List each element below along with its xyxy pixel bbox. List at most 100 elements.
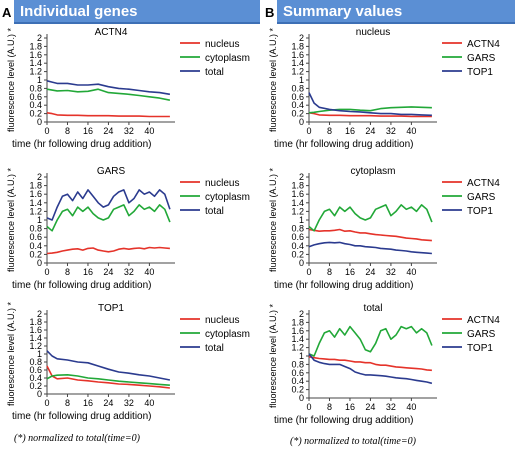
series-line-gars bbox=[308, 106, 432, 114]
y-tick-label: 2 bbox=[299, 172, 304, 182]
x-tick-label: 0 bbox=[44, 267, 49, 277]
y-tick-label: 2 bbox=[299, 309, 304, 319]
y-tick-label: 1 bbox=[299, 75, 304, 85]
series-line-actn4 bbox=[308, 356, 432, 372]
x-tick-label: 40 bbox=[144, 126, 154, 136]
x-tick-label: 32 bbox=[124, 267, 134, 277]
x-tick-label: 32 bbox=[124, 398, 134, 408]
x-tick-label: 24 bbox=[103, 126, 113, 136]
y-tick-label: 0.6 bbox=[29, 92, 42, 102]
legend-label: ACTN4 bbox=[467, 178, 500, 189]
series-line-actn4 bbox=[308, 228, 432, 242]
legend-label: TOP1 bbox=[467, 206, 493, 217]
y-tick-label: 0.2 bbox=[29, 381, 42, 391]
legend-label: GARS bbox=[467, 192, 496, 203]
x-axis-label: time (hr following drug addition) bbox=[12, 411, 152, 422]
x-tick-label: 24 bbox=[365, 402, 375, 412]
legend-label: total bbox=[205, 67, 224, 78]
y-tick-label: 1.6 bbox=[291, 326, 304, 336]
x-tick-label: 32 bbox=[386, 402, 396, 412]
y-tick-label: 0.4 bbox=[291, 376, 304, 386]
series-line-cytoplasm bbox=[46, 88, 171, 101]
y-tick-label: 0.8 bbox=[291, 359, 304, 369]
y-tick-label: 0.8 bbox=[29, 224, 42, 234]
x-tick-label: 16 bbox=[345, 267, 355, 277]
x-axis-label: time (hr following drug addition) bbox=[274, 415, 414, 426]
series-line-cytoplasm bbox=[46, 204, 171, 232]
series-line-nucleus bbox=[46, 365, 170, 389]
footnote-left: (*) normalized to total(time=0) bbox=[14, 433, 140, 444]
panel-b-header: Summary values bbox=[277, 0, 515, 24]
y-tick-label: 0.2 bbox=[29, 249, 42, 259]
chart-gars: GARS 00.20.40.60.811.21.41.61.82 0 8 16 24 32 4… bbox=[6, 166, 250, 291]
x-tick-label: 32 bbox=[386, 267, 396, 277]
x-tick-label: 24 bbox=[103, 267, 113, 277]
y-tick-label: 0.2 bbox=[291, 249, 304, 259]
y-tick-label: 1.8 bbox=[291, 181, 304, 191]
y-tick-label: 0.8 bbox=[29, 357, 42, 367]
series-line-total bbox=[46, 189, 171, 221]
y-tick-label: 0.6 bbox=[29, 232, 42, 242]
y-tick-label: 1 bbox=[299, 215, 304, 225]
x-tick-label: 40 bbox=[144, 267, 154, 277]
x-tick-label: 16 bbox=[83, 398, 93, 408]
y-tick-label: 1.2 bbox=[29, 206, 42, 216]
y-tick-label: 1.2 bbox=[291, 206, 304, 216]
series-line-top1 bbox=[308, 353, 433, 385]
y-tick-label: 1 bbox=[37, 349, 42, 359]
legend-label: cytoplasm bbox=[205, 329, 250, 340]
legend-label: nucleus bbox=[205, 315, 239, 326]
y-tick-label: 1.8 bbox=[291, 317, 304, 327]
x-axis-label: time (hr following drug addition) bbox=[274, 139, 414, 150]
series-line-nucleus bbox=[46, 112, 170, 118]
chart-title: total bbox=[364, 303, 383, 314]
y-tick-label: 1 bbox=[37, 75, 42, 85]
y-tick-label: 0.6 bbox=[29, 365, 42, 375]
y-tick-label: 1.6 bbox=[29, 50, 42, 60]
chart-actn4: ACTN4 00.20.40.60.811.21.41.61.82 0 8 16 24 32… bbox=[6, 27, 250, 150]
x-tick-label: 8 bbox=[327, 126, 332, 136]
y-tick-label: 2 bbox=[299, 33, 304, 43]
chart-title: ACTN4 bbox=[95, 27, 128, 38]
chart-top1: TOP1 00.20.40.60.811.21.41.61.82 0 8 16 24 32 4… bbox=[6, 301, 250, 422]
x-tick-label: 0 bbox=[306, 402, 311, 412]
y-tick-label: 0.8 bbox=[29, 83, 42, 93]
y-tick-label: 0 bbox=[37, 258, 42, 268]
y-tick-label: 0.6 bbox=[291, 232, 304, 242]
x-tick-label: 8 bbox=[327, 402, 332, 412]
series-line-gars bbox=[308, 325, 433, 357]
y-tick-label: 2 bbox=[37, 172, 42, 182]
legend-label: nucleus bbox=[205, 39, 239, 50]
chart-title: cytoplasm bbox=[350, 166, 395, 177]
series-line-top1 bbox=[308, 92, 432, 117]
y-tick-label: 0.4 bbox=[29, 241, 42, 251]
y-tick-label: 1.2 bbox=[29, 341, 42, 351]
x-tick-label: 16 bbox=[345, 126, 355, 136]
x-axis-label: time (hr following drug addition) bbox=[12, 139, 152, 150]
y-tick-label: 0.2 bbox=[29, 109, 42, 119]
x-tick-label: 40 bbox=[406, 267, 416, 277]
x-tick-label: 40 bbox=[144, 398, 154, 408]
x-tick-label: 8 bbox=[65, 267, 70, 277]
legend-label: ACTN4 bbox=[467, 315, 500, 326]
y-axis-label: fluorescence level (A.U.) * bbox=[268, 167, 278, 272]
series-line-top1 bbox=[308, 241, 432, 255]
x-tick-label: 16 bbox=[83, 126, 93, 136]
y-tick-label: 0.2 bbox=[291, 385, 304, 395]
x-tick-label: 24 bbox=[103, 398, 113, 408]
x-tick-label: 24 bbox=[365, 267, 375, 277]
legend-label: TOP1 bbox=[467, 343, 493, 354]
x-tick-label: 0 bbox=[306, 126, 311, 136]
y-axis-label: fluorescence level (A.U.) * bbox=[268, 27, 278, 132]
legend-label: total bbox=[205, 206, 224, 217]
y-tick-label: 0.4 bbox=[29, 100, 42, 110]
x-tick-label: 16 bbox=[345, 402, 355, 412]
x-tick-label: 40 bbox=[406, 126, 416, 136]
legend-label: cytoplasm bbox=[205, 192, 250, 203]
y-tick-label: 1.4 bbox=[291, 58, 304, 68]
legend-label: total bbox=[205, 343, 224, 354]
series-line-total bbox=[46, 350, 171, 381]
y-tick-label: 1.2 bbox=[291, 343, 304, 353]
x-tick-label: 16 bbox=[83, 267, 93, 277]
y-axis-label: fluorescence level (A.U.) * bbox=[268, 303, 278, 408]
